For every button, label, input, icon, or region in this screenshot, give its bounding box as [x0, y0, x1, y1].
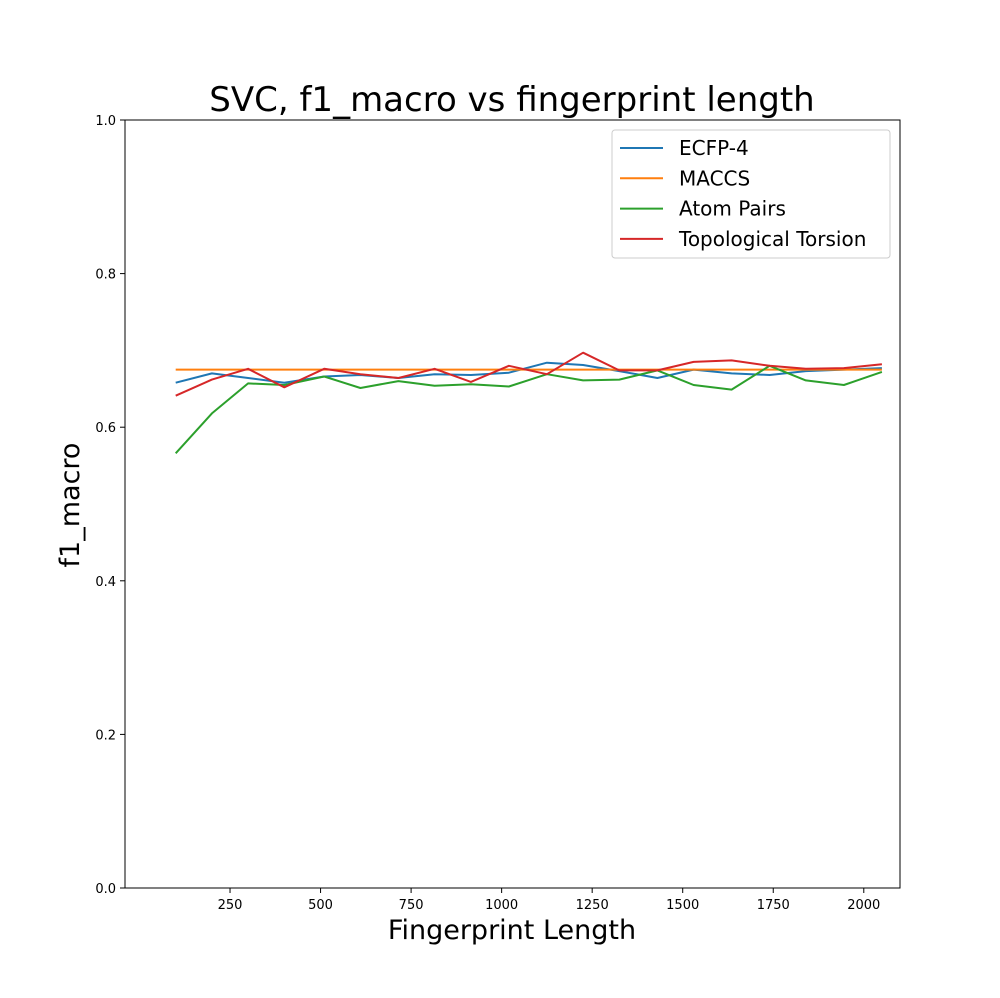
legend-label-maccs: MACCS	[679, 166, 750, 190]
x-tick-label: 250	[218, 898, 243, 913]
legend-label-topological-torsion: Topological Torsion	[678, 227, 866, 251]
y-tick-label: 0.0	[95, 882, 116, 897]
series-line-topological-torsion	[175, 351, 883, 397]
legend-frame	[611, 129, 891, 259]
series-line-ecfp-4	[175, 361, 882, 384]
x-tick-label: 2000	[847, 898, 880, 913]
y-tick-label: 1.0	[95, 114, 116, 129]
legend: ECFP-4 MACCS Atom Pairs Topological Torsion	[611, 129, 891, 259]
y-tick-label: 0.8	[95, 268, 116, 283]
x-tick-label: 1500	[666, 898, 699, 913]
y-tick-label: 0.4	[95, 575, 116, 590]
legend-label-ecfp-4: ECFP-4	[679, 136, 749, 160]
x-tick-label: 1750	[757, 898, 790, 913]
x-axis-ticks: 250 500 750 1000 1250 1500 1750 2000	[218, 888, 880, 913]
plot-frame	[124, 119, 901, 889]
x-tick-label: 1000	[485, 898, 518, 913]
legend-label-atom-pairs: Atom Pairs	[679, 197, 786, 221]
x-tick-label: 1250	[576, 898, 609, 913]
y-tick-label: 0.6	[95, 421, 116, 436]
y-tick-label: 0.2	[95, 728, 116, 743]
x-tick-label: 750	[399, 898, 424, 913]
x-axis-label: Fingerprint Length	[388, 915, 636, 946]
chart-title: SVC, f1_macro vs fingerprint length	[209, 80, 814, 120]
y-axis-label: f1_macro	[55, 443, 86, 568]
legend-items: ECFP-4 MACCS Atom Pairs Topological Torsion	[620, 136, 866, 251]
series-layer	[174, 351, 883, 454]
y-axis-ticks: 0.0 0.2 0.4 0.6 0.8 1.0	[95, 114, 125, 897]
x-tick-label: 500	[308, 898, 333, 913]
